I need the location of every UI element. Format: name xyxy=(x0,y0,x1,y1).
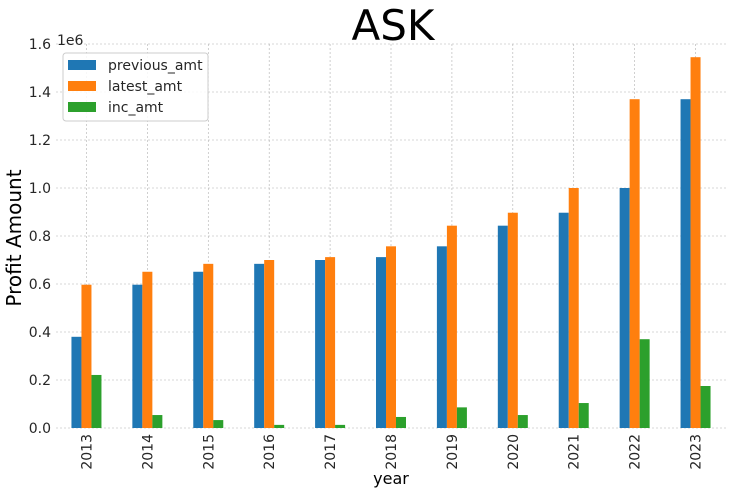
bar-previous_amt-2021 xyxy=(558,212,569,428)
bar-latest_amt-2023 xyxy=(690,57,701,428)
x-tick-label: 2014 xyxy=(140,434,156,470)
bar-latest_amt-2016 xyxy=(264,260,275,428)
x-tick-label: 2016 xyxy=(262,434,278,470)
bar-latest_amt-2019 xyxy=(446,225,457,428)
bar-latest_amt-2022 xyxy=(629,99,640,428)
x-tick-label: 2023 xyxy=(689,434,705,470)
bar-previous_amt-2015 xyxy=(193,271,204,428)
bar-latest_amt-2018 xyxy=(386,246,396,428)
bar-inc_amt-2017 xyxy=(335,424,346,428)
bar-inc_amt-2016 xyxy=(274,424,285,428)
legend-label-latest_amt: latest_amt xyxy=(108,79,183,95)
y-axis-label: Profit Amount xyxy=(2,169,26,306)
y-tick-label: 0.6 xyxy=(29,277,51,293)
bar-inc_amt-2023 xyxy=(700,386,711,428)
bar-previous_amt-2019 xyxy=(436,246,447,428)
x-tick-label: 2019 xyxy=(445,434,461,470)
legend-swatch-previous_amt xyxy=(68,60,96,70)
bar-latest_amt-2017 xyxy=(325,257,336,428)
legend: previous_amt latest_amt inc_amt xyxy=(62,52,209,122)
x-tick-label: 2018 xyxy=(384,434,400,470)
bar-latest_amt-2014 xyxy=(142,271,153,428)
x-tick-label: 2015 xyxy=(201,434,217,470)
y-tick-label: 1.6 xyxy=(29,37,51,53)
y-tick-label: 1.0 xyxy=(29,181,51,197)
legend-swatch-inc_amt xyxy=(68,102,96,112)
bar-inc_amt-2014 xyxy=(152,415,163,428)
chart-title: ASK xyxy=(352,1,436,50)
x-tick-label: 2022 xyxy=(628,434,644,470)
y-axis-offset-text: 1e6 xyxy=(57,33,84,49)
y-tick-label: 0.4 xyxy=(29,325,51,341)
bar-inc_amt-2019 xyxy=(456,407,467,428)
y-tick-label: 0.2 xyxy=(29,373,51,389)
bar-previous_amt-2023 xyxy=(680,99,691,428)
bar-inc_amt-2018 xyxy=(396,416,406,428)
bar-latest_amt-2020 xyxy=(507,212,518,428)
legend-label-previous_amt: previous_amt xyxy=(108,58,203,74)
bar-inc_amt-2022 xyxy=(639,339,650,428)
x-axis-label: year xyxy=(373,469,409,488)
y-tick-labels: 0.0 0.2 0.4 0.6 0.8 1.0 1.2 1.4 1.6 xyxy=(29,37,51,437)
bar-latest_amt-2021 xyxy=(568,188,579,428)
y-tick-label: 1.4 xyxy=(29,85,51,101)
bar-previous_amt-2018 xyxy=(376,257,386,428)
legend-swatch-latest_amt xyxy=(68,81,96,91)
bar-previous_amt-2022 xyxy=(619,188,630,428)
bar-inc_amt-2013 xyxy=(91,374,102,428)
bar-latest_amt-2013 xyxy=(81,284,92,428)
y-tick-label: 0.8 xyxy=(29,229,51,245)
y-tick-label: 0.0 xyxy=(29,421,51,437)
bar-previous_amt-2014 xyxy=(132,284,143,428)
legend-frame xyxy=(62,52,209,122)
x-tick-label: 2017 xyxy=(323,434,339,470)
x-tick-label: 2021 xyxy=(567,434,583,470)
bar-inc_amt-2020 xyxy=(517,415,528,428)
bar-inc_amt-2015 xyxy=(213,420,224,428)
bar-previous_amt-2016 xyxy=(254,263,265,428)
bar-previous_amt-2013 xyxy=(71,336,82,428)
x-tick-label: 2020 xyxy=(506,434,522,470)
bar-inc_amt-2021 xyxy=(578,403,589,428)
bars xyxy=(71,57,711,428)
x-tick-label: 2013 xyxy=(79,434,95,470)
y-tick-label: 1.2 xyxy=(29,133,51,149)
x-tick-labels: 2013 2014 2015 2016 2017 2018 2019 2020 2021 2022… xyxy=(79,434,704,470)
bar-previous_amt-2017 xyxy=(315,260,326,428)
bar-latest_amt-2015 xyxy=(203,263,214,428)
bar-previous_amt-2020 xyxy=(497,225,508,428)
legend-label-inc_amt: inc_amt xyxy=(108,100,164,116)
